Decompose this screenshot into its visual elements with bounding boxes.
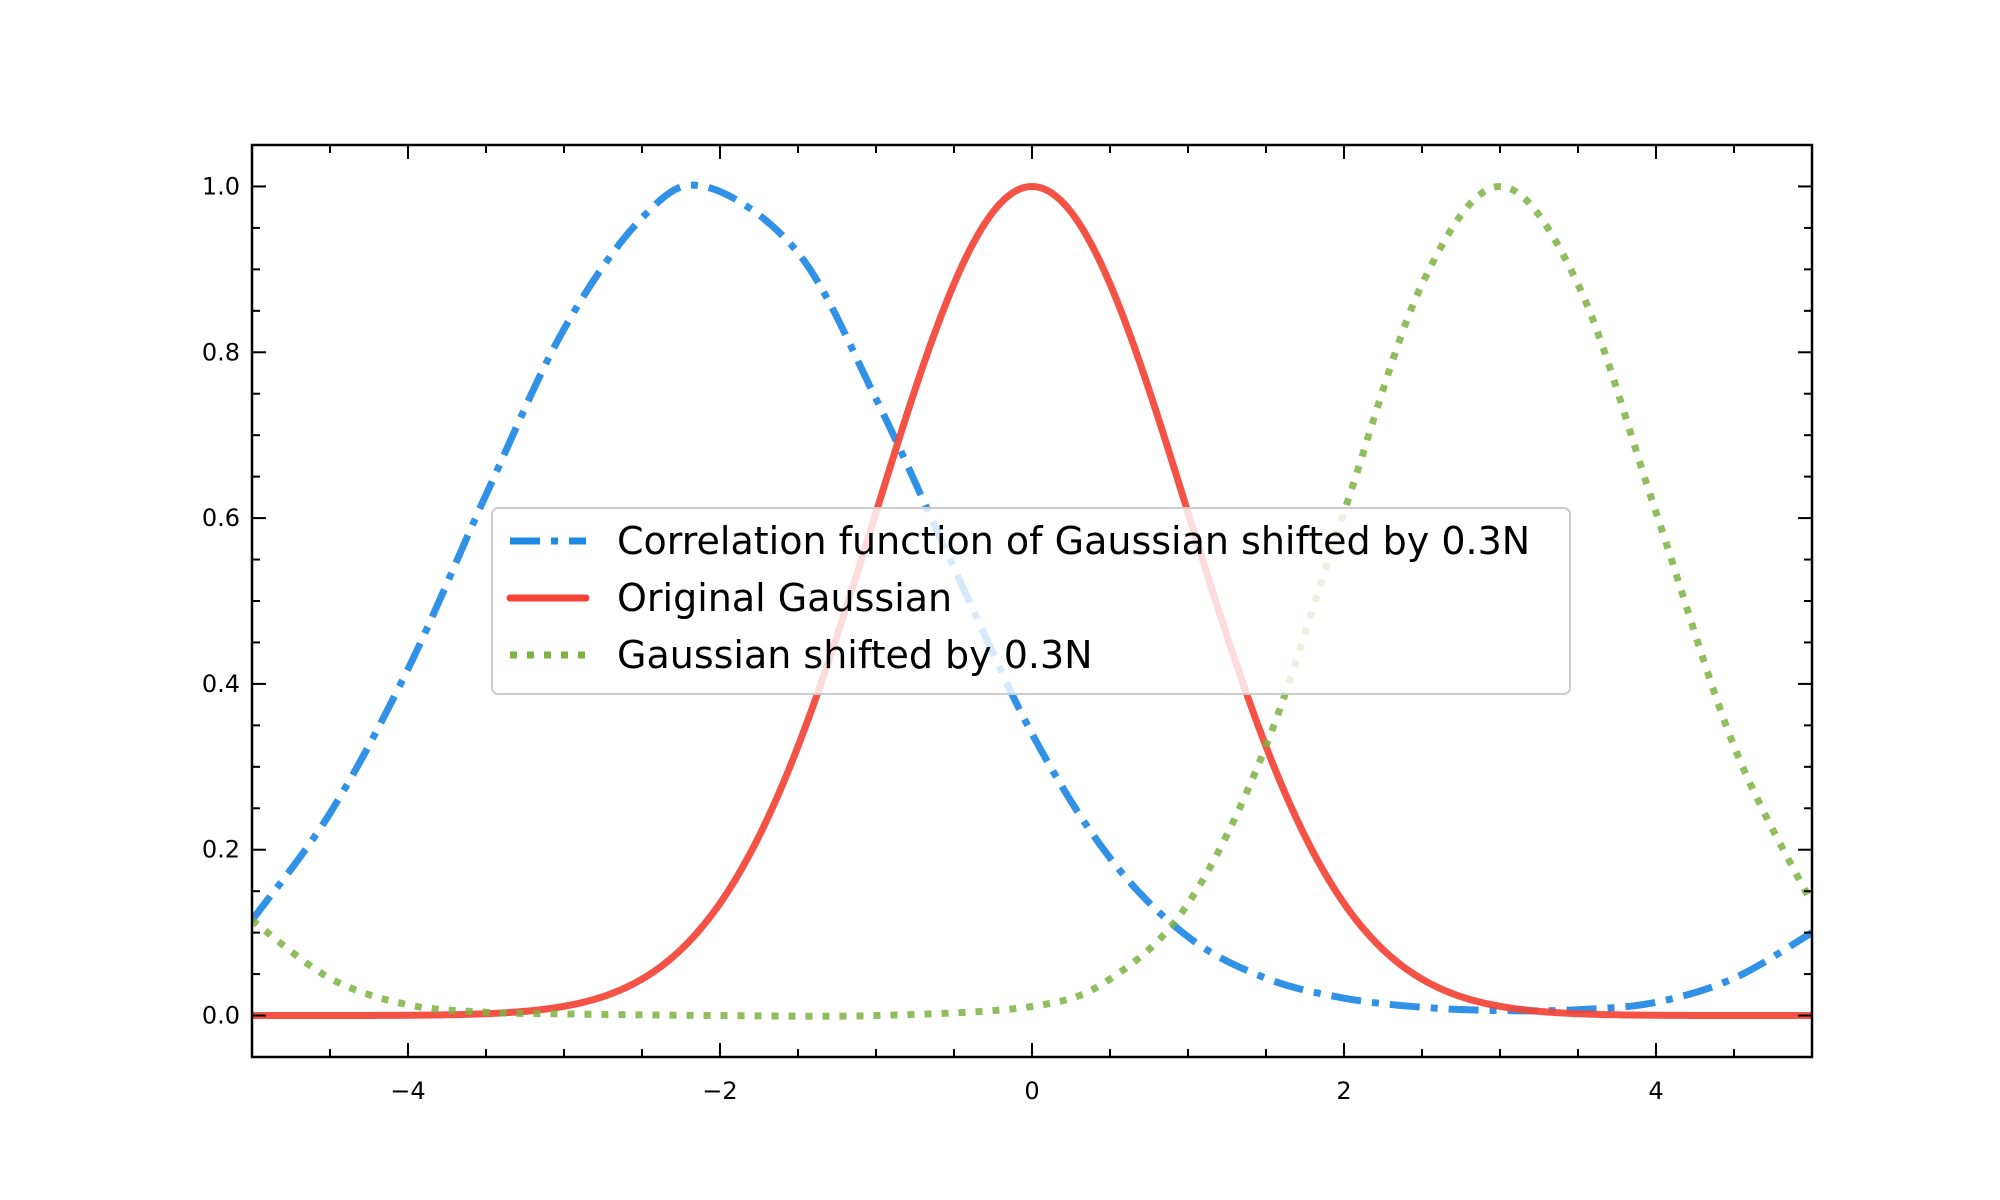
- legend-frame: [491, 507, 1571, 695]
- x-tick-label: 2: [1336, 1077, 1351, 1105]
- series-line-3: [252, 182, 1812, 1020]
- y-tick-label: 1.0: [202, 172, 240, 200]
- y-tick-label: 0.0: [202, 1002, 240, 1030]
- legend-label-1: Correlation function of Gaussian shifted…: [617, 519, 1530, 563]
- y-tick-label: 0.8: [202, 338, 240, 366]
- tick-labels-layer: −4 −2 0 2 4 0.0 0.2 0.4 0.6 0.8 1.0: [202, 172, 1664, 1105]
- y-tick-label: 0.4: [202, 670, 240, 698]
- y-tick-label: 0.6: [202, 504, 240, 532]
- legend: Correlation function of Gaussian shifted…: [491, 507, 1571, 695]
- legend-label-3: Gaussian shifted by 0.3N: [617, 633, 1093, 677]
- ticks-layer: [251, 145, 1813, 1058]
- x-tick-label: −4: [390, 1077, 425, 1105]
- series-line-2: [252, 182, 1812, 1020]
- y-tick-label: 0.2: [202, 836, 240, 864]
- x-tick-label: 4: [1648, 1077, 1663, 1105]
- x-tick-label: −2: [702, 1077, 737, 1105]
- legend-label-2: Original Gaussian: [617, 576, 952, 620]
- x-tick-label: 0: [1024, 1077, 1039, 1105]
